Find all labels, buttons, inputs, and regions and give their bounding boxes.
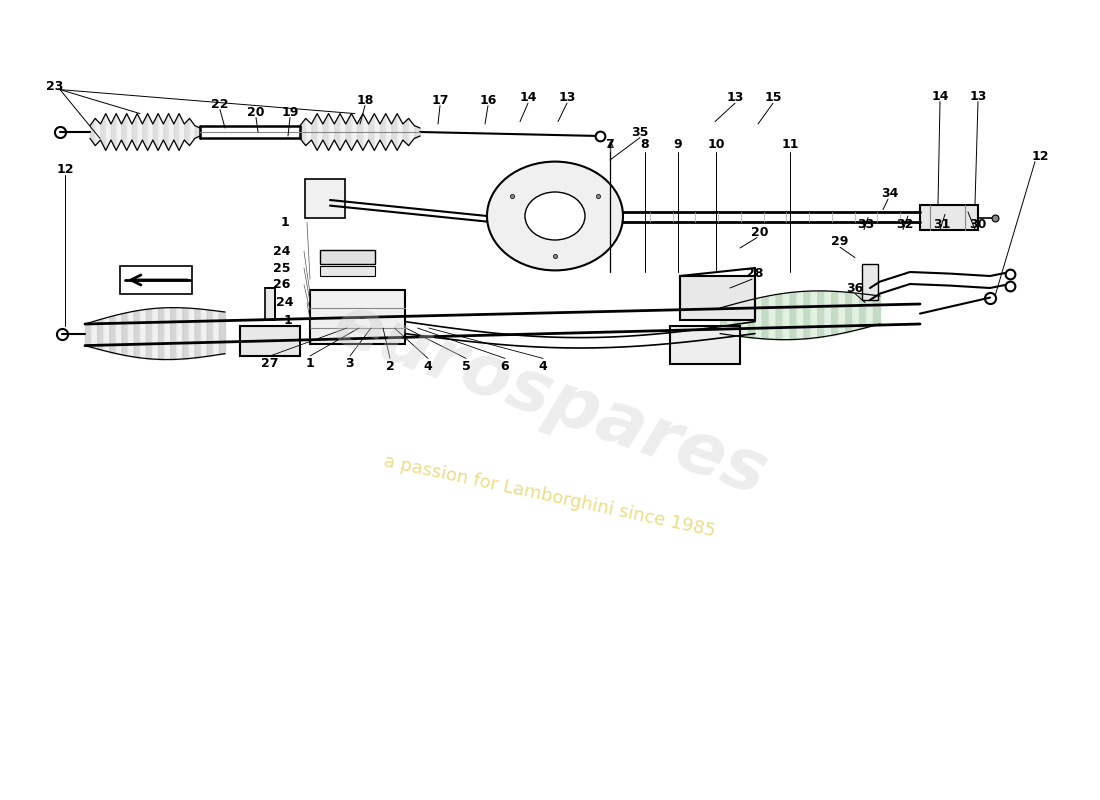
- Text: 3: 3: [345, 358, 354, 370]
- Text: 36: 36: [846, 282, 864, 294]
- Text: 14: 14: [932, 90, 948, 102]
- Text: 6: 6: [500, 360, 509, 373]
- FancyBboxPatch shape: [265, 288, 275, 320]
- Text: 4: 4: [539, 360, 548, 373]
- Text: 1: 1: [306, 358, 315, 370]
- FancyBboxPatch shape: [305, 179, 345, 218]
- FancyBboxPatch shape: [320, 250, 375, 264]
- Text: 16: 16: [480, 94, 497, 106]
- Text: 26: 26: [273, 278, 290, 291]
- Text: 23: 23: [46, 80, 64, 93]
- Text: 12: 12: [1032, 150, 1048, 162]
- Text: 13: 13: [559, 91, 575, 104]
- FancyBboxPatch shape: [920, 205, 978, 230]
- Text: 20: 20: [751, 226, 769, 238]
- Text: 27: 27: [262, 358, 278, 370]
- Text: 32: 32: [896, 218, 914, 230]
- Text: 8: 8: [640, 138, 649, 150]
- Text: 2: 2: [386, 360, 395, 373]
- Text: 15: 15: [764, 91, 782, 104]
- FancyBboxPatch shape: [680, 276, 755, 320]
- Text: 1: 1: [284, 314, 293, 326]
- Text: 24: 24: [273, 245, 290, 258]
- Text: 22: 22: [211, 98, 229, 110]
- Text: 25: 25: [273, 262, 290, 274]
- Text: 5: 5: [462, 360, 471, 373]
- Text: 13: 13: [969, 90, 987, 102]
- FancyBboxPatch shape: [862, 264, 878, 300]
- Text: 20: 20: [248, 106, 265, 118]
- Text: 28: 28: [746, 267, 763, 280]
- Text: 13: 13: [726, 91, 744, 104]
- Text: 11: 11: [781, 138, 799, 150]
- Text: eurospares: eurospares: [323, 290, 777, 510]
- Circle shape: [487, 162, 623, 270]
- Circle shape: [525, 192, 585, 240]
- Text: 24: 24: [276, 296, 294, 309]
- Text: 7: 7: [606, 138, 615, 150]
- Text: 35: 35: [631, 126, 649, 138]
- Text: 14: 14: [519, 91, 537, 104]
- Text: 12: 12: [56, 163, 74, 176]
- Text: 30: 30: [969, 218, 987, 230]
- Text: 18: 18: [356, 94, 374, 106]
- Text: a passion for Lamborghini since 1985: a passion for Lamborghini since 1985: [383, 452, 717, 540]
- Text: 1: 1: [280, 216, 289, 229]
- FancyBboxPatch shape: [320, 266, 375, 276]
- Text: 29: 29: [832, 235, 849, 248]
- Text: 10: 10: [707, 138, 725, 150]
- FancyBboxPatch shape: [310, 290, 405, 344]
- Text: 9: 9: [673, 138, 682, 150]
- Text: 31: 31: [933, 218, 950, 230]
- Text: 34: 34: [881, 187, 899, 200]
- Text: 19: 19: [282, 106, 299, 118]
- FancyBboxPatch shape: [240, 326, 300, 356]
- Text: 4: 4: [424, 360, 432, 373]
- Text: 17: 17: [431, 94, 449, 106]
- Text: 33: 33: [857, 218, 874, 230]
- FancyBboxPatch shape: [670, 326, 740, 364]
